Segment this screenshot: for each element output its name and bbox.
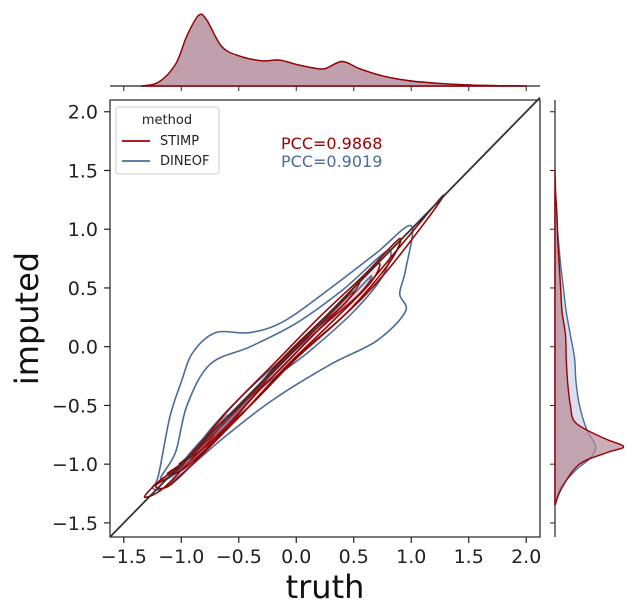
y-tick-label: 1.0 bbox=[68, 219, 98, 241]
y-axis-label: imputed bbox=[8, 252, 46, 385]
contour-stimp-6 bbox=[192, 434, 215, 456]
y-tick-label: 0.0 bbox=[68, 337, 98, 359]
x-axis-ticks: −1.5 −1.0 −0.5 0.0 0.5 1.0 1.5 2.0 bbox=[101, 537, 541, 568]
y-tick-label: 0.5 bbox=[68, 278, 98, 300]
y-tick-label: 1.5 bbox=[68, 160, 98, 182]
x-tick-label: 1.0 bbox=[396, 546, 426, 568]
x-axis-label: truth bbox=[286, 568, 365, 606]
top-marginal-kde bbox=[110, 13, 540, 91]
legend-frame bbox=[115, 106, 220, 175]
x-tick-label: 0.0 bbox=[281, 546, 311, 568]
y-axis-ticks: −1.5 −1.0 −0.5 0.0 0.5 1.0 1.5 2.0 bbox=[52, 102, 110, 535]
x-tick-label: −0.5 bbox=[216, 546, 262, 568]
y-tick-label: −1.5 bbox=[52, 513, 98, 535]
plot-area bbox=[109, 99, 541, 538]
pcc-stimp: PCC=0.9868 bbox=[281, 134, 382, 153]
legend: method STIMP DINEOF bbox=[115, 106, 220, 175]
main-kde-plot: −1.5 −1.0 −0.5 0.0 0.5 1.0 1.5 2.0 −1.5 −1.0 −0.5… bbox=[52, 97, 541, 568]
right-marginal-kde bbox=[550, 100, 625, 537]
contour-dineof-0 bbox=[151, 224, 414, 491]
kde-contours bbox=[143, 194, 445, 499]
contour-stimp-5 bbox=[317, 290, 355, 328]
x-tick-label: 1.5 bbox=[454, 546, 484, 568]
legend-label-stimp: STIMP bbox=[160, 134, 199, 149]
legend-title: method bbox=[142, 113, 192, 128]
legend-label-dineof: DINEOF bbox=[160, 154, 210, 169]
pcc-dineof: PCC=0.9019 bbox=[281, 152, 382, 171]
x-tick-label: 2.0 bbox=[511, 546, 541, 568]
y-tick-label: −0.5 bbox=[52, 395, 98, 417]
y-tick-label: −1.0 bbox=[52, 454, 98, 476]
x-tick-label: −1.5 bbox=[101, 546, 147, 568]
top-marginal-stimp bbox=[140, 13, 527, 87]
right-marginal-stimp bbox=[554, 170, 625, 506]
x-tick-label: −1.0 bbox=[158, 546, 204, 568]
identity-line bbox=[109, 97, 541, 538]
y-tick-label: 2.0 bbox=[68, 102, 98, 124]
x-tick-label: 0.5 bbox=[339, 546, 369, 568]
